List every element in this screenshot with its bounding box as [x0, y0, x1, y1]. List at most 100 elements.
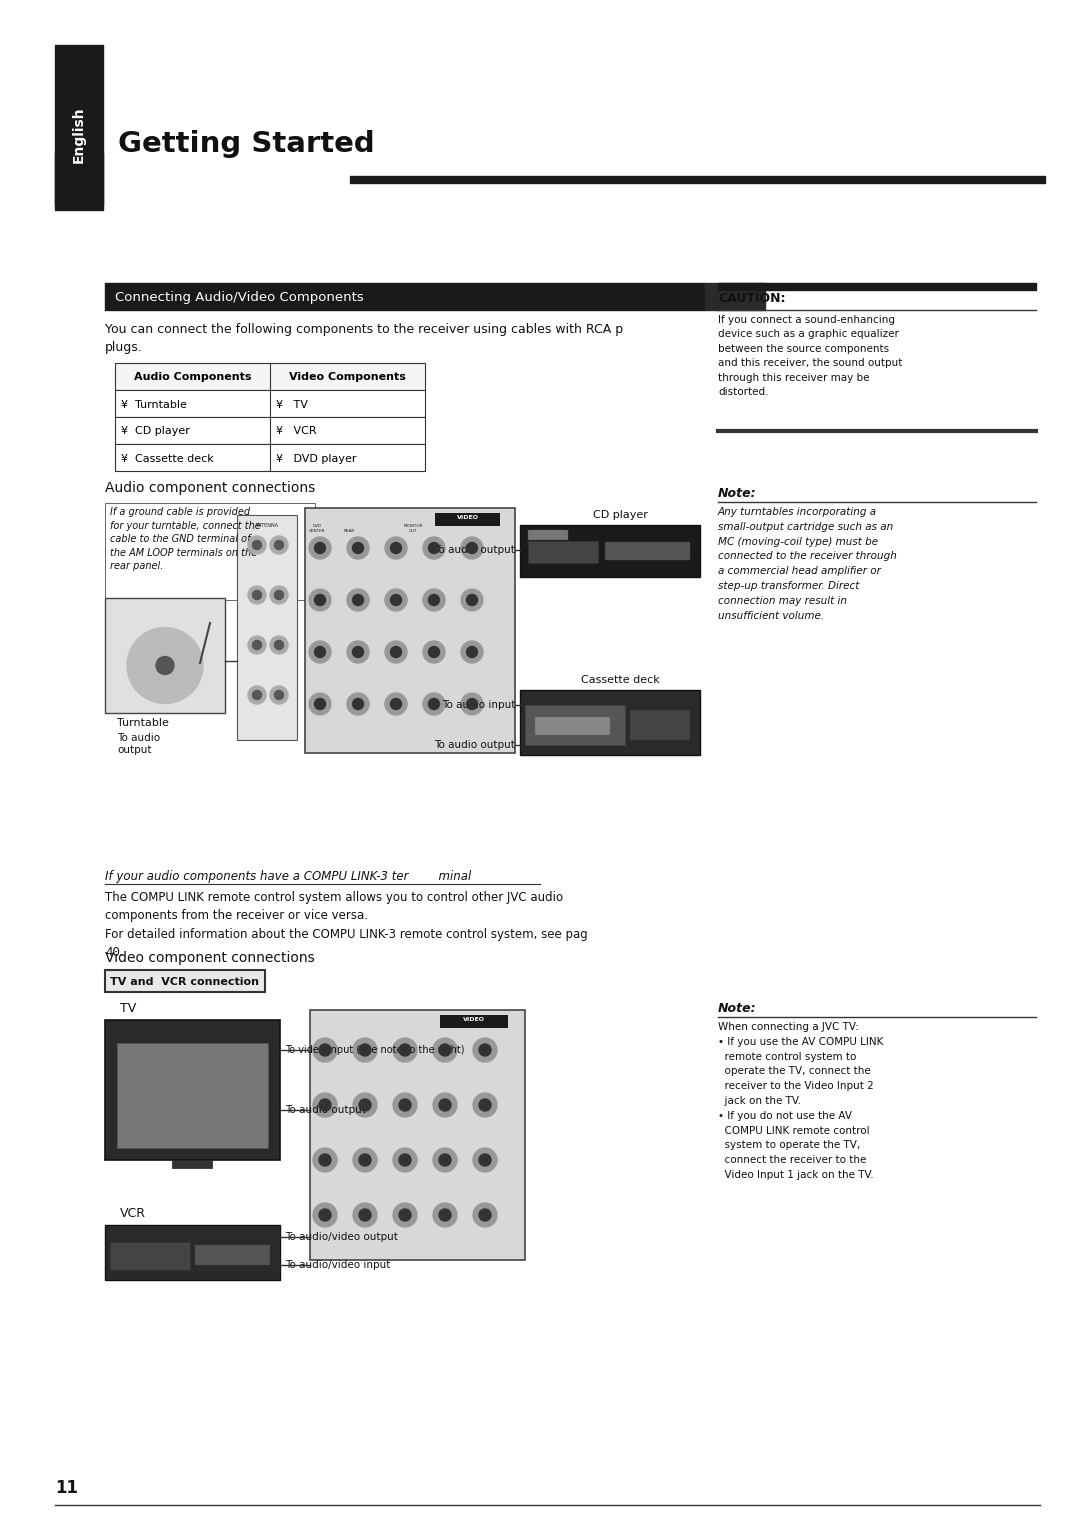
- Circle shape: [467, 698, 477, 709]
- Circle shape: [314, 698, 325, 709]
- Circle shape: [352, 646, 364, 657]
- Text: DVD
CENTER: DVD CENTER: [309, 525, 325, 533]
- Text: CAUTION:: CAUTION:: [718, 292, 785, 305]
- Circle shape: [438, 1209, 451, 1222]
- Bar: [105, 599, 225, 713]
- Circle shape: [314, 646, 325, 657]
- Bar: [350, 176, 1045, 184]
- Circle shape: [480, 1209, 491, 1222]
- Circle shape: [314, 594, 325, 605]
- Bar: [114, 416, 426, 444]
- Circle shape: [467, 542, 477, 554]
- Circle shape: [384, 537, 407, 559]
- Text: ¥   TV: ¥ TV: [276, 400, 308, 409]
- Circle shape: [429, 542, 440, 554]
- Circle shape: [270, 586, 288, 605]
- Circle shape: [319, 1044, 330, 1056]
- Circle shape: [473, 1038, 497, 1063]
- Circle shape: [480, 1044, 491, 1056]
- Circle shape: [270, 635, 288, 654]
- Circle shape: [274, 640, 283, 649]
- Text: ANTENNA: ANTENNA: [255, 524, 279, 528]
- Bar: [105, 504, 315, 600]
- Circle shape: [270, 686, 288, 704]
- Text: When connecting a JVC TV:
• If you use the AV COMPU LINK
  remote control system: When connecting a JVC TV: • If you use t…: [718, 1023, 883, 1180]
- Text: Getting Started: Getting Started: [118, 130, 375, 158]
- Bar: [630, 710, 690, 739]
- Text: To audio output: To audio output: [434, 739, 515, 750]
- Text: If a ground cable is provided
for your turntable, connect the
cable to the GND t: If a ground cable is provided for your t…: [110, 507, 260, 571]
- Text: To audio/video output: To audio/video output: [285, 1232, 397, 1242]
- Text: Any turntables incorporating a
small-output cartridge such as an
MC (moving-coil: Any turntables incorporating a small-out…: [718, 507, 896, 620]
- Circle shape: [473, 1093, 497, 1118]
- Circle shape: [393, 1203, 417, 1226]
- Circle shape: [384, 641, 407, 663]
- Circle shape: [391, 646, 402, 657]
- Bar: [114, 363, 426, 390]
- Circle shape: [399, 1154, 411, 1167]
- Circle shape: [274, 591, 283, 600]
- Circle shape: [480, 1099, 491, 1112]
- Bar: [105, 971, 265, 992]
- Circle shape: [127, 628, 203, 704]
- Text: If you connect a sound-enhancing
device such as a graphic equalizer
between the : If you connect a sound-enhancing device …: [718, 315, 903, 397]
- Circle shape: [309, 589, 330, 611]
- Text: ¥  Cassette deck: ¥ Cassette deck: [121, 453, 214, 464]
- Circle shape: [423, 537, 445, 559]
- Circle shape: [423, 694, 445, 715]
- Circle shape: [309, 694, 330, 715]
- Bar: [535, 717, 610, 735]
- Bar: [237, 514, 297, 739]
- Text: If your audio components have a COMPU LINK-3 ter        minal: If your audio components have a COMPU LI…: [105, 870, 471, 883]
- Bar: [105, 283, 705, 309]
- Circle shape: [461, 641, 483, 663]
- Circle shape: [313, 1038, 337, 1063]
- Text: Note:: Note:: [718, 1001, 757, 1015]
- Circle shape: [253, 640, 261, 649]
- Text: VIDEO: VIDEO: [457, 514, 480, 521]
- Circle shape: [309, 641, 330, 663]
- Circle shape: [353, 1148, 377, 1173]
- Circle shape: [473, 1148, 497, 1173]
- Circle shape: [399, 1209, 411, 1222]
- Circle shape: [359, 1209, 372, 1222]
- Text: Cassette deck: Cassette deck: [581, 675, 660, 684]
- Bar: [117, 1043, 268, 1148]
- Circle shape: [248, 635, 266, 654]
- Text: ¥  CD player: ¥ CD player: [121, 427, 190, 436]
- Bar: [172, 1160, 212, 1168]
- Bar: [55, 44, 103, 210]
- Bar: [105, 1225, 280, 1280]
- Text: 11: 11: [55, 1479, 78, 1497]
- Circle shape: [393, 1093, 417, 1118]
- Circle shape: [393, 1038, 417, 1063]
- Text: To audio
output: To audio output: [117, 733, 160, 755]
- Text: ¥  Turntable: ¥ Turntable: [121, 400, 187, 409]
- Text: To video input (see note to the right): To video input (see note to the right): [285, 1046, 464, 1055]
- Circle shape: [347, 694, 369, 715]
- Bar: [528, 540, 598, 563]
- Circle shape: [353, 1203, 377, 1226]
- Circle shape: [319, 1099, 330, 1112]
- Circle shape: [347, 589, 369, 611]
- Bar: [114, 390, 426, 416]
- Circle shape: [314, 542, 325, 554]
- Circle shape: [253, 690, 261, 700]
- Circle shape: [438, 1154, 451, 1167]
- Bar: [718, 283, 1036, 289]
- Circle shape: [359, 1154, 372, 1167]
- Bar: [519, 525, 700, 577]
- Text: The COMPU LINK remote control system allows you to control other JVC audio
compo: The COMPU LINK remote control system all…: [105, 891, 563, 923]
- Circle shape: [433, 1203, 457, 1226]
- Bar: [519, 690, 700, 755]
- Text: Audio component connections: Audio component connections: [105, 481, 315, 495]
- Text: To audio output: To audio output: [285, 1105, 366, 1115]
- Circle shape: [352, 698, 364, 709]
- Text: Note:: Note:: [718, 487, 757, 501]
- Circle shape: [423, 589, 445, 611]
- Circle shape: [480, 1154, 491, 1167]
- Circle shape: [248, 686, 266, 704]
- Circle shape: [423, 641, 445, 663]
- Circle shape: [352, 542, 364, 554]
- Circle shape: [429, 594, 440, 605]
